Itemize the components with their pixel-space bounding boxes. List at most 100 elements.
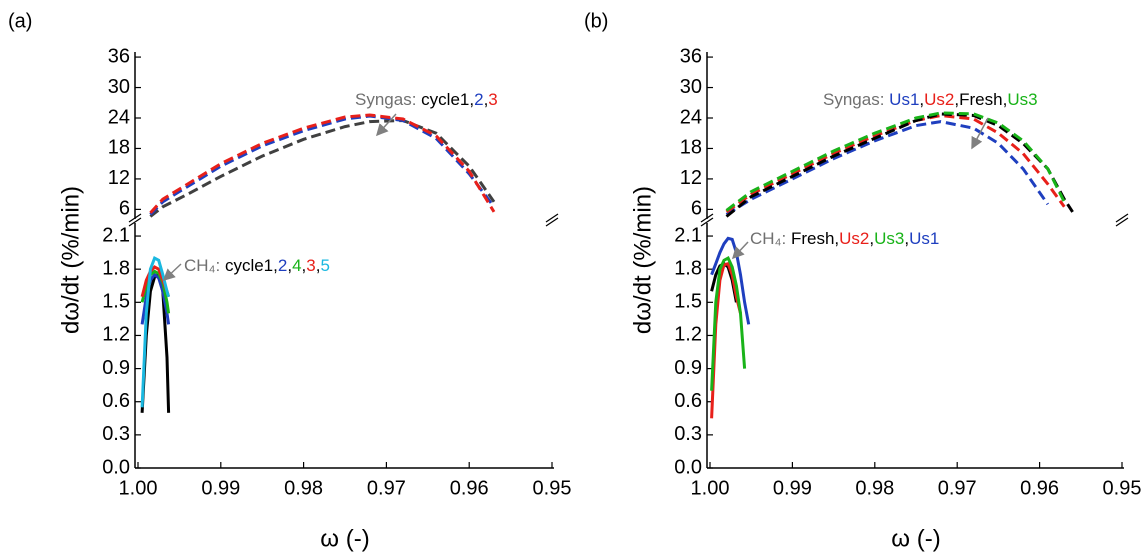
legend-separator: , xyxy=(904,229,909,248)
legend-entry: 2 xyxy=(278,256,287,275)
y-tick-label: 0.3 xyxy=(102,423,130,445)
legend-entry: Fresh xyxy=(791,229,834,248)
legend-entry: cycle1 xyxy=(421,90,469,109)
legend-separator: , xyxy=(869,229,874,248)
legend-group-label: CH₄: xyxy=(750,229,786,248)
legend-separator: , xyxy=(273,256,278,275)
y-tick-label: 1.5 xyxy=(102,291,130,313)
y-axis-title: dω/dt (%/min) xyxy=(629,186,656,334)
legend-annotation: CH₄: Fresh,Us2,Us3,Us1 xyxy=(750,229,939,248)
axis-break xyxy=(128,217,142,227)
legend-annotation: CH₄: cycle1,2,4,3,5 xyxy=(184,256,330,275)
x-axis-title: ω (-) xyxy=(891,525,940,552)
x-tick-label: 0.97 xyxy=(938,477,977,499)
y-axis-title: dω/dt (%/min) xyxy=(57,186,84,334)
y-tick-label: 36 xyxy=(108,45,130,67)
y-tick-label: 24 xyxy=(108,106,130,128)
legend-separator: , xyxy=(954,90,959,109)
y-tick-label: 1.8 xyxy=(102,257,130,279)
y-tick-label: 12 xyxy=(108,167,130,189)
y-tick-label: 0.9 xyxy=(102,357,130,379)
legend-entry: 4 xyxy=(292,256,301,275)
annotation-arrow xyxy=(731,241,749,260)
legend-group-label: Syngas: xyxy=(355,90,416,109)
series-line xyxy=(725,111,1066,212)
legend-group-label: CH₄: xyxy=(184,256,220,275)
legend-entry: Us1 xyxy=(909,229,939,248)
legend-entry: 3 xyxy=(306,256,315,275)
series-line xyxy=(149,118,496,218)
x-tick-label: 0.97 xyxy=(367,477,406,499)
axis-break xyxy=(545,217,559,227)
x-tick-label: 0.98 xyxy=(284,477,323,499)
legend-separator: , xyxy=(1003,90,1008,109)
legend-entry: Fresh xyxy=(959,90,1002,109)
legend-entry: cycle1 xyxy=(225,256,273,275)
y-tick-label: 12 xyxy=(680,167,702,189)
series-line xyxy=(149,113,496,214)
legend-entry: 2 xyxy=(474,90,483,109)
series-line xyxy=(140,269,171,314)
x-tick-label: 0.95 xyxy=(533,477,572,499)
axis-break xyxy=(700,213,714,223)
x-tick-label: 1.00 xyxy=(119,477,158,499)
axis-break xyxy=(1115,217,1129,227)
x-tick-label: 0.99 xyxy=(201,477,240,499)
y-tick-label: 6 xyxy=(119,198,130,220)
series-line xyxy=(725,120,1050,216)
legend-entry: Us3 xyxy=(1007,90,1037,109)
panel-label: (b) xyxy=(584,10,608,32)
y-tick-label: 0.6 xyxy=(674,390,702,412)
x-tick-label: 0.95 xyxy=(1103,477,1142,499)
y-tick-label: 30 xyxy=(108,76,130,98)
legend-separator: , xyxy=(302,256,307,275)
y-tick-label: 1.2 xyxy=(674,324,702,346)
y-tick-label: 1.8 xyxy=(674,257,702,279)
x-tick-label: 0.96 xyxy=(450,477,489,499)
axis-break xyxy=(700,217,714,227)
legend-group-label: Syngas: xyxy=(823,90,884,109)
legend-entry: 5 xyxy=(320,256,329,275)
annotation-arrow xyxy=(375,113,397,137)
x-axis-title: ω (-) xyxy=(320,525,369,552)
annotation-arrow xyxy=(971,117,989,150)
legend-entry: Us2 xyxy=(839,229,869,248)
legend-separator: , xyxy=(469,90,474,109)
y-tick-label: 0.0 xyxy=(674,456,702,478)
series-line xyxy=(710,236,751,325)
legend-separator: , xyxy=(287,256,292,275)
legend-annotation: Syngas: cycle1,2,3 xyxy=(355,90,498,109)
axis-break xyxy=(1115,213,1129,223)
axis-break xyxy=(128,213,142,223)
panel-label: (a) xyxy=(8,10,32,32)
legend-annotation: Syngas: Us1,Us2,Fresh,Us3 xyxy=(823,90,1038,109)
y-tick-label: 1.5 xyxy=(674,291,702,313)
y-tick-label: 36 xyxy=(680,45,702,67)
axis-break xyxy=(545,213,559,223)
y-tick-label: 24 xyxy=(680,106,702,128)
y-tick-label: 1.2 xyxy=(102,324,130,346)
legend-separator: , xyxy=(834,229,839,248)
annotation-arrow xyxy=(162,263,182,282)
y-tick-label: 0.0 xyxy=(102,456,130,478)
legend-entry: Us3 xyxy=(874,229,904,248)
y-tick-label: 18 xyxy=(108,137,130,159)
y-tick-label: 2.1 xyxy=(674,224,702,246)
series-line xyxy=(725,112,1074,218)
y-tick-label: 18 xyxy=(680,137,702,159)
series-line xyxy=(140,255,171,408)
y-tick-label: 6 xyxy=(691,198,702,220)
y-tick-label: 0.6 xyxy=(102,390,130,412)
legend-separator: , xyxy=(919,90,924,109)
y-tick-label: 0.9 xyxy=(674,357,702,379)
legend-entry: Us1 xyxy=(889,90,919,109)
x-tick-label: 0.99 xyxy=(773,477,812,499)
y-tick-label: 0.3 xyxy=(674,423,702,445)
x-tick-label: 0.98 xyxy=(855,477,894,499)
x-tick-label: 1.00 xyxy=(691,477,730,499)
legend-separator: , xyxy=(316,256,321,275)
legend-entry: Us2 xyxy=(924,90,954,109)
x-tick-label: 0.96 xyxy=(1020,477,1059,499)
